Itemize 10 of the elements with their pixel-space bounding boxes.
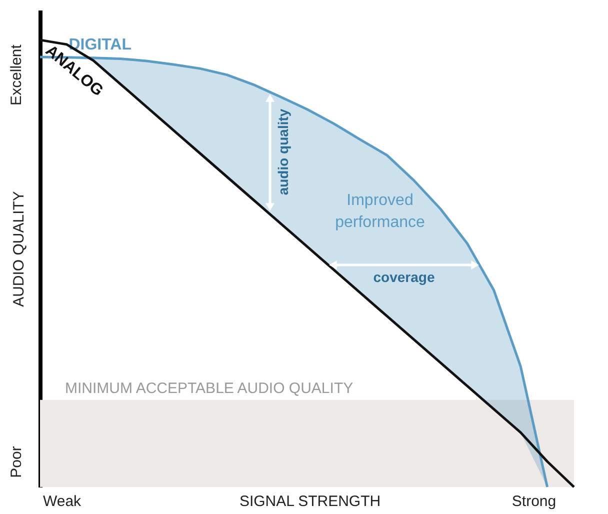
x-axis-title: SIGNAL STRENGTH	[239, 493, 381, 510]
y-axis-title: AUDIO QUALITY	[10, 191, 28, 307]
annotation: Improved performance	[335, 192, 426, 231]
text: Poor	[8, 446, 25, 478]
text: Strong	[512, 493, 556, 510]
annotation: audio quality	[275, 108, 291, 196]
annotation: coverage	[373, 269, 435, 285]
band-label: MINIMUM ACCEPTABLE AUDIO QUALITY	[65, 380, 354, 397]
text: Weak	[42, 493, 82, 510]
text: Excellent	[8, 44, 25, 106]
